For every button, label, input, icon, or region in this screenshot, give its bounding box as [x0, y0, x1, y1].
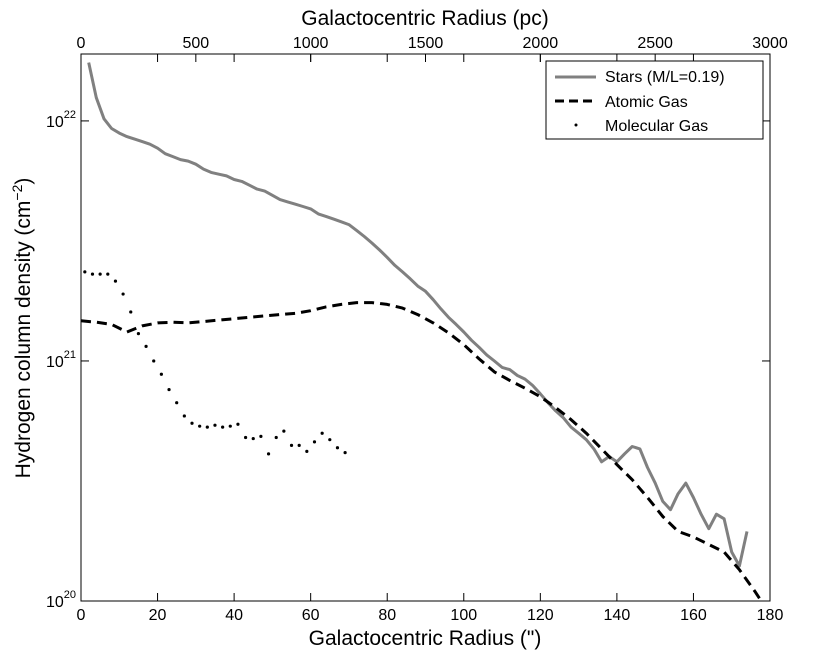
- molecular-gas-point: [198, 424, 202, 428]
- molecular-gas-point: [312, 440, 317, 444]
- molecular-gas-point: [335, 446, 340, 450]
- top-x-tick-label: 0: [77, 35, 86, 52]
- molecular-gas-point: [136, 332, 141, 336]
- y-tick-label: 1021: [46, 349, 76, 371]
- molecular-gas-point: [113, 279, 118, 283]
- molecular-gas-point: [144, 344, 148, 348]
- molecular-gas-point: [297, 443, 301, 447]
- x-tick-label: 100: [450, 607, 477, 624]
- series-dashed: [81, 301, 764, 601]
- top-x-tick-label: 1500: [408, 35, 444, 52]
- molecular-gas-point: [274, 435, 278, 440]
- molecular-gas-point: [175, 401, 179, 405]
- data-layer: [81, 62, 764, 601]
- molecular-gas-point: [129, 310, 133, 314]
- molecular-gas-point: [121, 292, 125, 296]
- molecular-gas-point: [83, 270, 87, 274]
- stars-line: [87, 62, 749, 568]
- legend-molecular-label: Molecular Gas: [605, 118, 708, 135]
- top-x-tick-label: 3000: [752, 35, 788, 52]
- legend-box: [545, 60, 764, 140]
- molecular-gas-point: [106, 272, 110, 276]
- molecular-gas-point: [289, 443, 294, 447]
- molecular-gas-point: [266, 452, 271, 456]
- x-tick-label: 20: [149, 607, 167, 624]
- y-axis-title-main: Hydrogen column density (cm: [12, 201, 35, 479]
- x-tick-label: 60: [302, 607, 320, 624]
- top-x-axis-title: Galactocentric Radius (pc): [301, 7, 548, 30]
- molecular-gas-point: [90, 272, 95, 276]
- y-axis-title-exponent: −2: [9, 184, 25, 200]
- molecular-gas-point: [243, 435, 248, 440]
- molecular-gas-point: [98, 272, 102, 276]
- legend-stars-label: Stars (M/L=0.19): [605, 69, 725, 86]
- label-layer: 0 20 40 60 80 100 120 140 160 180 0 500 1000 1500 2000…: [46, 35, 788, 624]
- x-tick-label: 140: [604, 607, 631, 624]
- y-tick-label: 1022: [46, 109, 76, 131]
- molecular-gas-point: [236, 422, 240, 426]
- molecular-gas-point: [167, 387, 171, 392]
- molecular-gas-point: [251, 436, 255, 441]
- top-x-tick-label: 2000: [523, 35, 559, 52]
- top-x-tick-label: 500: [182, 35, 209, 52]
- molecular-gas-point: [282, 429, 286, 433]
- molecular-gas-point: [213, 423, 217, 427]
- molecular-gas-point: [221, 425, 225, 429]
- molecular-gas-point: [190, 421, 194, 425]
- molecular-gas-point: [259, 434, 263, 438]
- molecular-gas-point: [343, 451, 347, 455]
- atomic-gas-line: [81, 301, 764, 601]
- x-tick-label: 180: [757, 607, 784, 624]
- molecular-gas-point: [159, 372, 163, 376]
- molecular-gas-point: [182, 414, 186, 418]
- x-tick-label: 80: [378, 607, 396, 624]
- molecular-gas-point: [228, 424, 232, 428]
- x-tick-label: 120: [527, 607, 554, 624]
- top-x-tick-label: 1000: [293, 35, 329, 52]
- tick-layer: [80, 54, 771, 602]
- y-axis-title: Hydrogen column density (cm−2): [9, 178, 35, 479]
- series-solid: [87, 62, 749, 568]
- y-axis-title-close: ): [12, 178, 35, 185]
- molecular-gas-point: [320, 431, 324, 435]
- x-tick-label: 160: [680, 607, 707, 624]
- series-dotted: [83, 270, 347, 456]
- legend-molecular-swatch: [574, 123, 578, 127]
- y-tick-label: 1020: [46, 589, 76, 611]
- molecular-gas-point: [152, 359, 156, 363]
- molecular-gas-point: [205, 425, 209, 429]
- x-tick-label: 0: [77, 607, 86, 624]
- x-axis-title: Galactocentric Radius ("): [309, 627, 542, 650]
- top-x-tick-label: 2500: [637, 35, 673, 52]
- molecular-gas-point: [328, 438, 332, 442]
- legend-atomic-label: Atomic Gas: [605, 94, 688, 111]
- legend: Stars (M/L=0.19) Atomic Gas Molecular Ga…: [545, 60, 764, 140]
- x-tick-label: 40: [225, 607, 243, 624]
- molecular-gas-point: [305, 449, 309, 453]
